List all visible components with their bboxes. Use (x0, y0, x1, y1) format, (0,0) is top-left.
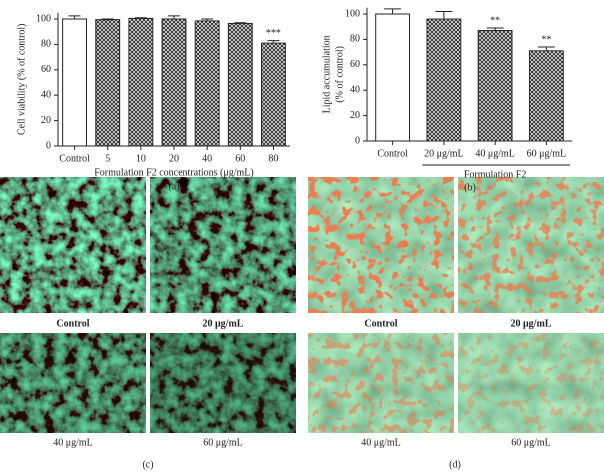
bar (128, 17, 154, 147)
bar (477, 30, 513, 142)
y-tick-label: 40 (350, 84, 360, 95)
x-tick-label: 5 (105, 153, 110, 164)
error-bar (537, 46, 555, 51)
x-tick-label: 60 (235, 153, 245, 164)
micrograph-stain (458, 333, 604, 433)
image-caption: 20 μg/mL (511, 318, 552, 329)
error-bar (486, 27, 504, 31)
y-tick-label: 100 (36, 13, 51, 24)
y-tick-label: 100 (345, 8, 360, 19)
error-bar (435, 10, 453, 20)
x-tick-label: 40 (202, 153, 212, 164)
y-axis-label: (% of control) (334, 46, 345, 103)
significance-label: ** (541, 34, 551, 45)
x-tick-label: Control (377, 148, 408, 159)
image-caption: 20 μg/mL (203, 318, 244, 329)
x-tick-label: Control (59, 153, 90, 164)
panel-label: (b) (464, 182, 476, 193)
significance-label: ** (490, 15, 500, 26)
bar (95, 19, 121, 147)
y-axis-label: Lipid accumulation (321, 35, 332, 113)
panel-label: (c) (142, 459, 153, 470)
micrograph-stain (458, 177, 604, 313)
micrograph-stain (308, 177, 454, 313)
image-caption: 40 μg/mL (53, 437, 93, 448)
y-tick-label: 80 (350, 34, 360, 45)
bar (62, 18, 88, 147)
y-tick-label: 40 (41, 89, 51, 100)
x-tick-label: 10 (136, 153, 146, 164)
error-bar (68, 15, 81, 19)
panel-label: (a) (168, 181, 179, 192)
y-tick-label: 80 (41, 39, 51, 50)
image-caption: Control (56, 318, 89, 329)
y-axis-label: Cell viability (% of control) (16, 24, 27, 136)
micrograph-stain (308, 333, 454, 433)
error-bar (101, 18, 114, 20)
y-tick-label: 60 (350, 59, 360, 70)
x-tick-label: 80 (268, 153, 278, 164)
error-bar (201, 18, 214, 21)
image-caption: 60 μg/mL (203, 437, 243, 448)
bar (194, 20, 220, 147)
y-tick-label: 0 (355, 135, 360, 146)
x-axis-label: Formulation F2 (464, 169, 527, 180)
micrograph-panels (0, 177, 604, 433)
x-tick-label: 40 μg/mL (475, 148, 515, 159)
x-tick-label: 20 μg/mL (424, 148, 464, 159)
bar (375, 13, 411, 142)
error-bar (267, 40, 280, 44)
y-tick-label: 20 (350, 110, 360, 121)
panel-label: (d) (449, 459, 461, 470)
micrograph-texture (150, 333, 296, 433)
error-bar (168, 15, 180, 19)
error-bar (134, 17, 147, 19)
micrograph-texture (150, 177, 296, 313)
image-caption: Control (364, 318, 397, 329)
x-axis-label: Formulation F2 concentrations (μg/mL) (94, 167, 254, 178)
x-tick-label: 60 μg/mL (527, 148, 567, 159)
image-caption: 40 μg/mL (361, 437, 401, 448)
significance-label: *** (266, 28, 281, 39)
bar (227, 22, 253, 147)
bar (528, 50, 564, 142)
y-tick-label: 60 (41, 64, 51, 75)
micrograph-texture (0, 177, 146, 313)
image-caption: 60 μg/mL (511, 437, 551, 448)
error-bar (234, 22, 247, 24)
micrograph-texture (0, 333, 146, 433)
y-tick-label: 20 (41, 115, 51, 126)
x-tick-label: 20 (169, 153, 179, 164)
bar (161, 18, 187, 147)
y-tick-label: 0 (46, 140, 51, 151)
bar (426, 18, 462, 142)
error-bar (384, 8, 402, 14)
bar (260, 42, 286, 147)
